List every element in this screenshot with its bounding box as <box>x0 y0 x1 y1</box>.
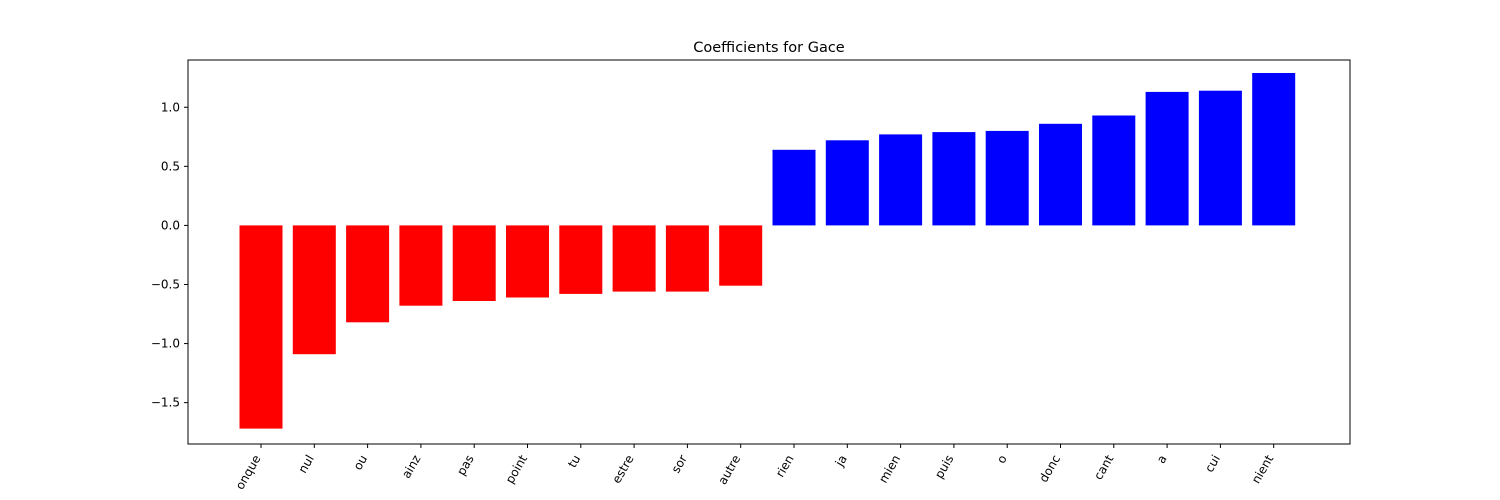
bar-cui <box>1198 90 1242 226</box>
bar-nient <box>1252 73 1296 226</box>
y-tick-label: −1.0 <box>151 337 180 351</box>
y-tick-label: 0.5 <box>161 159 180 173</box>
bar-ainz <box>399 225 443 306</box>
y-tick-label: 0.0 <box>161 218 180 232</box>
x-tick-label: cant <box>1091 452 1116 482</box>
y-axis: −1.5 −1.0 −0.5 0.0 0.5 1.0 <box>151 100 188 410</box>
bar-cant <box>1092 115 1136 226</box>
x-tick-label: nul <box>296 453 317 476</box>
y-tick-label: −0.5 <box>151 277 180 291</box>
x-tick-label: donc <box>1036 453 1063 485</box>
bars-group <box>239 73 1296 429</box>
x-tick-label: ainz <box>399 453 423 481</box>
bar-estre <box>612 225 656 292</box>
bar-tu <box>559 225 603 294</box>
x-tick-label: onque <box>233 453 264 493</box>
bar-ja <box>825 140 869 226</box>
y-tick-label: −1.5 <box>151 396 180 410</box>
x-tick-label: cui <box>1202 453 1223 475</box>
x-tick-label: o <box>994 453 1010 466</box>
bar-a <box>1145 91 1189 226</box>
bar-autre <box>719 225 763 286</box>
x-tick-label: nient <box>1249 452 1277 486</box>
bar-pas <box>452 225 496 301</box>
bar-sor <box>665 225 709 292</box>
bar-puis <box>932 132 976 226</box>
x-tick-label: mien <box>876 453 903 486</box>
x-axis: onque nul ou ainz pas point tu estre sor autre rie… <box>233 444 1277 493</box>
x-tick-label: autre <box>715 453 743 487</box>
x-tick-label: sor <box>669 452 690 475</box>
x-tick-label: point <box>503 452 531 486</box>
bar-rien <box>772 149 816 226</box>
bar-onque <box>239 225 283 429</box>
plot-frame <box>187 59 1351 445</box>
x-tick-label: puis <box>932 453 957 481</box>
bar-ou <box>346 225 390 323</box>
bar-mien <box>879 134 923 226</box>
x-tick-label: rien <box>773 453 797 480</box>
x-tick-label: a <box>1154 453 1170 466</box>
y-tick-label: 1.0 <box>161 100 180 114</box>
x-tick-label: tu <box>565 453 583 471</box>
chart-title: Coefficients for Gace <box>693 40 845 56</box>
x-tick-label: estre <box>609 453 636 486</box>
bar-donc <box>1039 123 1082 226</box>
x-tick-label: ja <box>832 453 850 470</box>
bar-o <box>985 130 1029 226</box>
bar-point <box>506 225 549 298</box>
x-tick-label: pas <box>454 453 477 478</box>
bar-nul <box>292 225 336 355</box>
x-tick-label: ou <box>351 453 371 473</box>
